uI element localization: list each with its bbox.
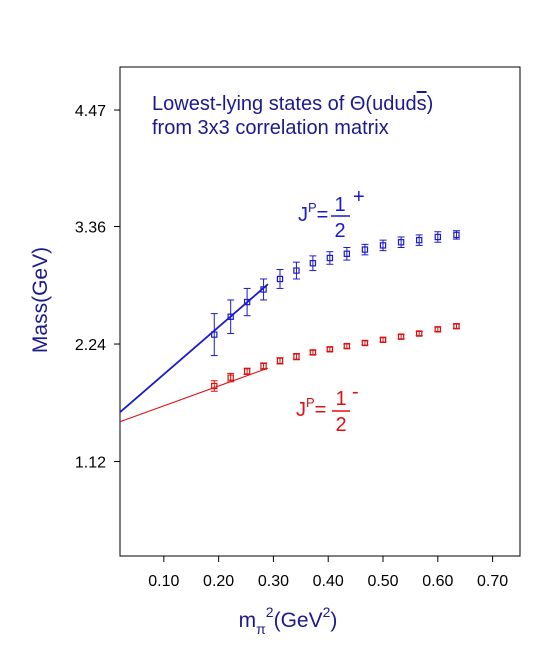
x-tick-label: 0.20 bbox=[203, 573, 234, 590]
point-marker bbox=[326, 346, 334, 353]
data-point bbox=[276, 269, 284, 289]
data-point bbox=[326, 346, 334, 353]
fit-line bbox=[120, 283, 269, 413]
point-marker bbox=[343, 250, 351, 257]
series-label-negative-parity: JP= 1 - 2 bbox=[296, 381, 359, 436]
data-point bbox=[309, 255, 317, 272]
svg-text:2: 2 bbox=[334, 220, 345, 242]
x-tick-label: 0.10 bbox=[148, 573, 179, 590]
data-point bbox=[243, 287, 251, 317]
svg-text:2: 2 bbox=[335, 414, 346, 436]
point-marker bbox=[397, 333, 405, 340]
x-tick-label: 0.60 bbox=[422, 573, 453, 590]
svg-text:1: 1 bbox=[334, 194, 345, 216]
point-marker bbox=[260, 286, 267, 293]
x-axis-ticks: 0.10 0.20 0.30 0.40 0.50 0.60 0.70 bbox=[148, 556, 508, 590]
data-point bbox=[292, 261, 300, 280]
point-marker bbox=[434, 326, 442, 333]
svg-text:JP=: JP= bbox=[296, 395, 326, 421]
x-tick-label: 0.70 bbox=[477, 573, 508, 590]
x-tick-label: 0.50 bbox=[367, 573, 398, 590]
series-label-positive-parity: JP= 1 + 2 bbox=[298, 186, 365, 242]
data-points bbox=[210, 230, 460, 392]
data-point bbox=[361, 243, 369, 256]
annotation-line-1: Lowest-lying states of Θ(ududs) bbox=[152, 93, 433, 115]
point-marker bbox=[453, 231, 460, 239]
data-point bbox=[379, 336, 387, 344]
point-marker bbox=[276, 275, 284, 283]
data-point bbox=[227, 372, 235, 383]
data-point bbox=[397, 333, 405, 340]
data-point bbox=[343, 342, 351, 350]
x-tick-label: 0.30 bbox=[258, 573, 289, 590]
y-tick-label: 4.47 bbox=[75, 103, 106, 120]
fit-lines bbox=[120, 283, 269, 423]
y-axis-ticks: 1.12 2.24 3.36 4.47 bbox=[75, 103, 120, 472]
point-marker bbox=[260, 362, 267, 370]
data-point bbox=[361, 339, 369, 347]
point-marker bbox=[397, 239, 405, 246]
plot-frame bbox=[119, 66, 521, 557]
point-marker bbox=[434, 233, 442, 241]
y-tick-label: 2.24 bbox=[75, 337, 106, 354]
data-point bbox=[227, 299, 235, 335]
data-point bbox=[210, 313, 218, 357]
chart-annotation: Lowest-lying states of Θ(ududs) from 3x3… bbox=[152, 93, 433, 139]
point-marker bbox=[293, 353, 300, 360]
point-marker bbox=[361, 339, 369, 347]
data-point bbox=[260, 278, 268, 301]
data-point bbox=[260, 362, 268, 370]
data-point bbox=[415, 330, 423, 337]
x-tick-label: 0.40 bbox=[313, 573, 344, 590]
data-point bbox=[326, 251, 334, 265]
point-marker bbox=[309, 349, 317, 356]
annotation-line-2: from 3x3 correlation matrix bbox=[152, 117, 389, 139]
x-axis-title: mπ2(GeV2) bbox=[239, 604, 338, 637]
point-marker bbox=[379, 336, 387, 344]
svg-text:+: + bbox=[353, 186, 365, 208]
svg-text:1: 1 bbox=[335, 388, 346, 410]
data-point bbox=[292, 352, 300, 361]
point-marker bbox=[361, 246, 369, 253]
data-point bbox=[434, 231, 442, 243]
point-marker bbox=[415, 330, 423, 337]
data-point bbox=[379, 239, 387, 252]
point-marker bbox=[243, 298, 251, 306]
svg-text:-: - bbox=[352, 381, 359, 403]
point-marker bbox=[211, 382, 218, 390]
y-axis-title: Mass(GeV) bbox=[29, 247, 52, 353]
point-marker bbox=[211, 331, 218, 338]
point-marker bbox=[343, 342, 351, 350]
point-marker bbox=[276, 357, 284, 365]
data-point bbox=[276, 357, 284, 365]
point-marker bbox=[309, 260, 317, 267]
point-marker bbox=[326, 254, 334, 262]
data-point bbox=[243, 367, 251, 375]
point-marker bbox=[227, 313, 234, 320]
point-marker bbox=[243, 368, 251, 375]
data-point bbox=[343, 246, 351, 261]
svg-text:JP=: JP= bbox=[298, 200, 328, 226]
y-tick-label: 3.36 bbox=[75, 220, 106, 237]
fit-line bbox=[120, 367, 269, 423]
data-point bbox=[397, 236, 405, 248]
data-point bbox=[210, 380, 218, 392]
data-point bbox=[452, 322, 460, 330]
data-point bbox=[309, 349, 317, 356]
data-point bbox=[434, 326, 442, 333]
data-point bbox=[415, 234, 423, 246]
point-marker bbox=[379, 242, 387, 249]
data-point bbox=[452, 230, 460, 240]
point-marker bbox=[415, 236, 423, 244]
point-marker bbox=[293, 267, 300, 274]
y-tick-label: 1.12 bbox=[75, 455, 106, 472]
point-marker bbox=[453, 322, 460, 330]
point-marker bbox=[227, 374, 234, 381]
